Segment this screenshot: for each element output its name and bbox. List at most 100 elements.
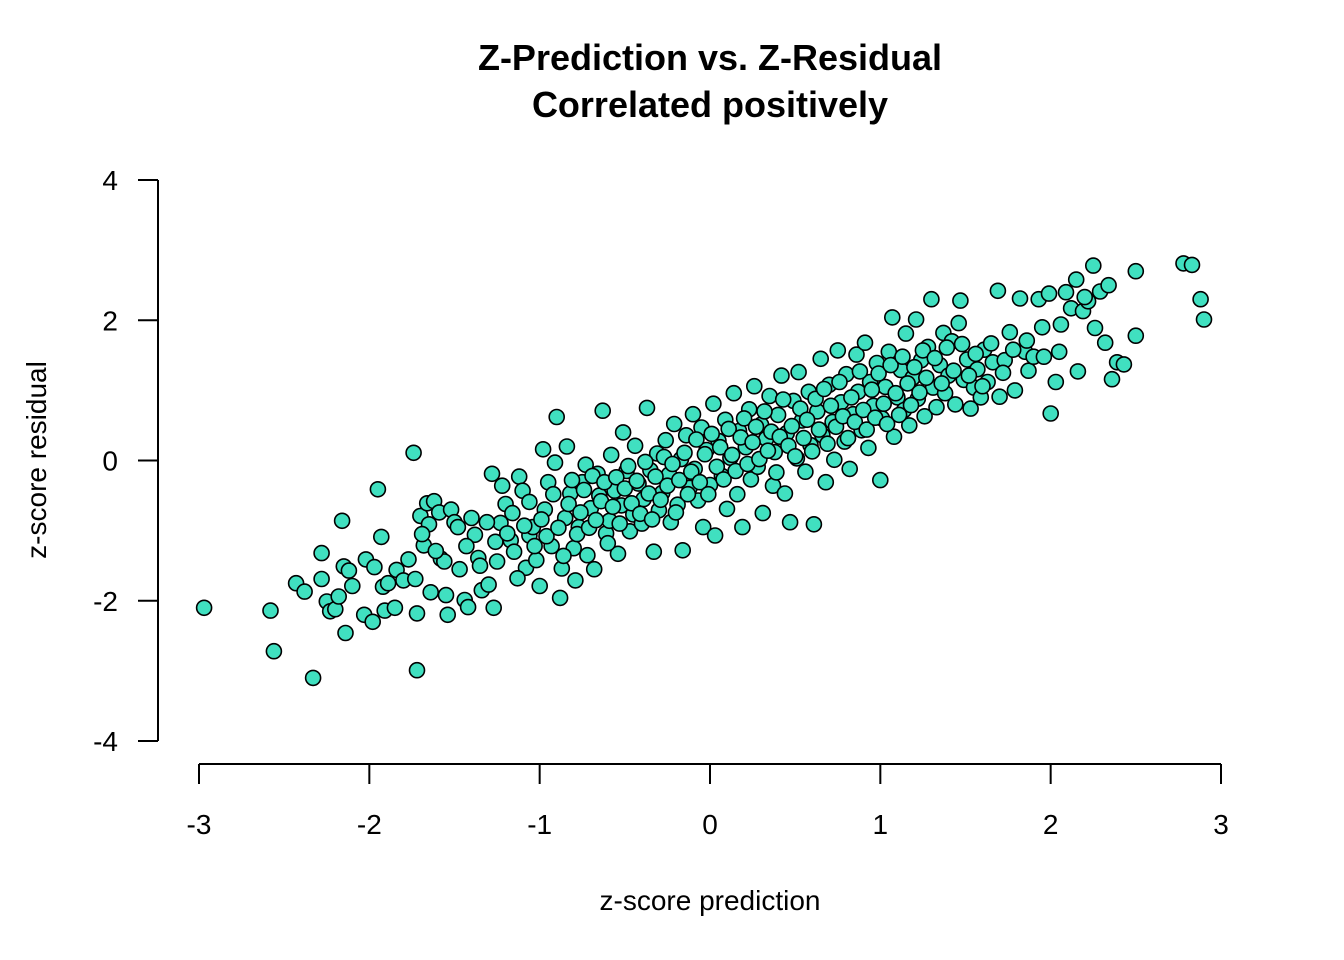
data-point — [900, 417, 918, 434]
data-point — [1086, 319, 1104, 337]
data-point — [696, 445, 714, 463]
data-point — [466, 526, 484, 544]
data-point — [505, 543, 523, 561]
data-point — [487, 533, 504, 551]
data-point — [619, 457, 637, 475]
data-point — [638, 399, 656, 417]
data-point — [609, 545, 627, 563]
data-point — [878, 415, 896, 433]
data-point — [786, 447, 804, 465]
data-point — [871, 471, 889, 489]
data-point — [195, 599, 213, 617]
data-point — [1127, 327, 1145, 345]
data-point — [1192, 290, 1209, 308]
data-point — [742, 471, 760, 488]
data-point — [296, 583, 313, 600]
data-point — [544, 485, 562, 503]
data-point — [1127, 262, 1145, 280]
data-point — [773, 367, 790, 384]
x-tick-label: 1 — [873, 809, 889, 840]
data-point — [994, 364, 1012, 382]
data-point — [579, 546, 596, 564]
chart-title: Z-Prediction vs. Z-Residual — [478, 37, 942, 78]
data-point — [769, 406, 787, 424]
data-point — [546, 454, 564, 471]
data-point — [408, 605, 426, 622]
data-point — [856, 334, 874, 352]
data-point — [643, 511, 661, 528]
data-point — [882, 356, 899, 374]
y-tick-label: -2 — [93, 586, 118, 617]
data-point — [607, 468, 625, 486]
data-point — [962, 400, 979, 417]
data-point — [1052, 316, 1070, 333]
data-point — [899, 375, 916, 392]
data-point — [313, 544, 330, 562]
data-point — [795, 429, 813, 447]
data-point — [902, 396, 920, 414]
data-point — [815, 380, 833, 398]
data-point — [803, 443, 821, 460]
x-axis: -3 -2 -1 0 1 2 3 — [187, 763, 1229, 840]
data-point — [471, 557, 489, 575]
data-point — [665, 415, 683, 433]
data-point — [572, 504, 589, 521]
data-point — [688, 431, 705, 448]
data-point — [810, 421, 828, 438]
data-point — [480, 576, 497, 593]
data-point — [602, 446, 620, 464]
data-point — [938, 339, 956, 356]
data-point — [628, 472, 646, 490]
data-point — [974, 377, 991, 395]
data-point — [684, 405, 702, 423]
data-point — [521, 493, 538, 511]
data-point — [825, 451, 843, 469]
y-axis-label: z-score residual — [21, 361, 52, 559]
data-point — [768, 464, 785, 481]
data-point — [860, 439, 877, 457]
data-point — [262, 602, 279, 619]
data-point — [400, 551, 417, 568]
x-axis-label: z-score prediction — [600, 885, 821, 916]
data-point — [408, 661, 426, 679]
data-point — [798, 411, 816, 429]
data-point — [706, 527, 724, 544]
data-point — [797, 463, 814, 481]
data-point — [1020, 362, 1037, 380]
data-point — [776, 485, 794, 502]
data-point — [916, 407, 933, 425]
data-point — [1004, 341, 1022, 359]
data-point — [534, 440, 552, 458]
data-point — [427, 542, 445, 560]
data-point — [405, 444, 422, 462]
data-point — [843, 389, 860, 406]
data-point — [781, 513, 799, 531]
data-point — [616, 480, 634, 497]
data-point — [652, 491, 669, 509]
data-point — [1069, 363, 1087, 380]
data-point — [413, 525, 431, 543]
data-point — [538, 527, 555, 545]
data-point — [694, 518, 712, 536]
data-point — [667, 504, 685, 521]
data-point — [928, 398, 945, 416]
data-point — [645, 543, 663, 561]
data-point — [485, 599, 503, 617]
data-point — [1100, 276, 1117, 294]
data-point — [1076, 288, 1093, 306]
data-point — [870, 365, 887, 382]
data-point — [657, 431, 675, 449]
y-axis: -4 -2 0 2 4 — [93, 165, 159, 757]
data-point — [819, 435, 836, 453]
data-point — [708, 458, 726, 476]
data-point — [759, 442, 777, 460]
data-point — [509, 569, 526, 587]
data-point — [914, 342, 932, 359]
data-point — [887, 384, 905, 402]
data-point — [952, 292, 969, 309]
data-point — [883, 309, 901, 326]
data-point — [674, 541, 692, 559]
data-point — [1006, 382, 1024, 399]
data-point — [364, 613, 382, 631]
